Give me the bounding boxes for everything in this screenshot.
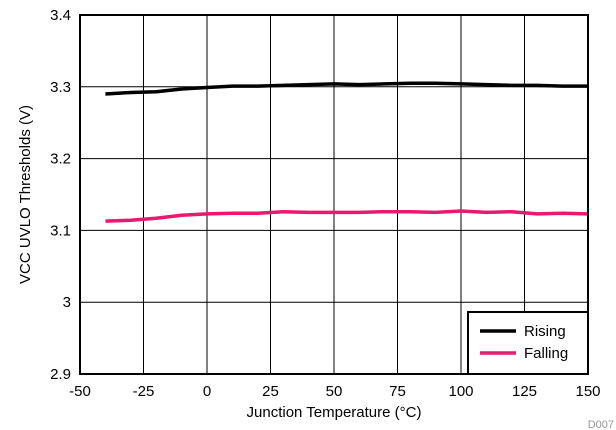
- y-tick-label: 3: [63, 294, 71, 311]
- x-tick-label: 100: [448, 383, 473, 400]
- y-tick-label: 3.3: [50, 79, 71, 96]
- x-tick-label: 75: [389, 383, 406, 400]
- legend: Rising Falling: [467, 311, 589, 375]
- y-tick-label: 3.2: [50, 151, 71, 168]
- y-axis-title: VCC UVLO Thresholds (V): [17, 105, 34, 284]
- x-tick-label: -50: [69, 383, 91, 400]
- y-tick-label: 3.4: [50, 7, 71, 24]
- legend-label-rising: Rising: [524, 323, 566, 340]
- y-tick-label: 2.9: [50, 366, 71, 383]
- y-tick-labels: 2.9 3 3.1 3.2 3.3 3.4: [50, 7, 71, 383]
- y-tick-label: 3.1: [50, 222, 71, 239]
- x-axis-title: Junction Temperature (°C): [247, 404, 422, 421]
- x-tick-label: 25: [262, 383, 279, 400]
- x-tick-label: 125: [512, 383, 537, 400]
- figure-id-footnote: D007: [588, 419, 614, 430]
- plot-frame: [79, 14, 589, 375]
- legend-box: [467, 311, 589, 375]
- series-line-rising: [105, 81, 588, 96]
- x-tick-label: 0: [203, 383, 211, 400]
- x-tick-label: -25: [133, 383, 155, 400]
- legend-label-falling: Falling: [524, 345, 568, 362]
- series-line-falling: [105, 209, 589, 223]
- series-layer: [105, 81, 589, 223]
- x-tick-labels: -50 -25 0 25 50 75 100 125 150: [69, 383, 600, 400]
- x-tick-label: 50: [326, 383, 343, 400]
- x-tick-label: 150: [575, 383, 600, 400]
